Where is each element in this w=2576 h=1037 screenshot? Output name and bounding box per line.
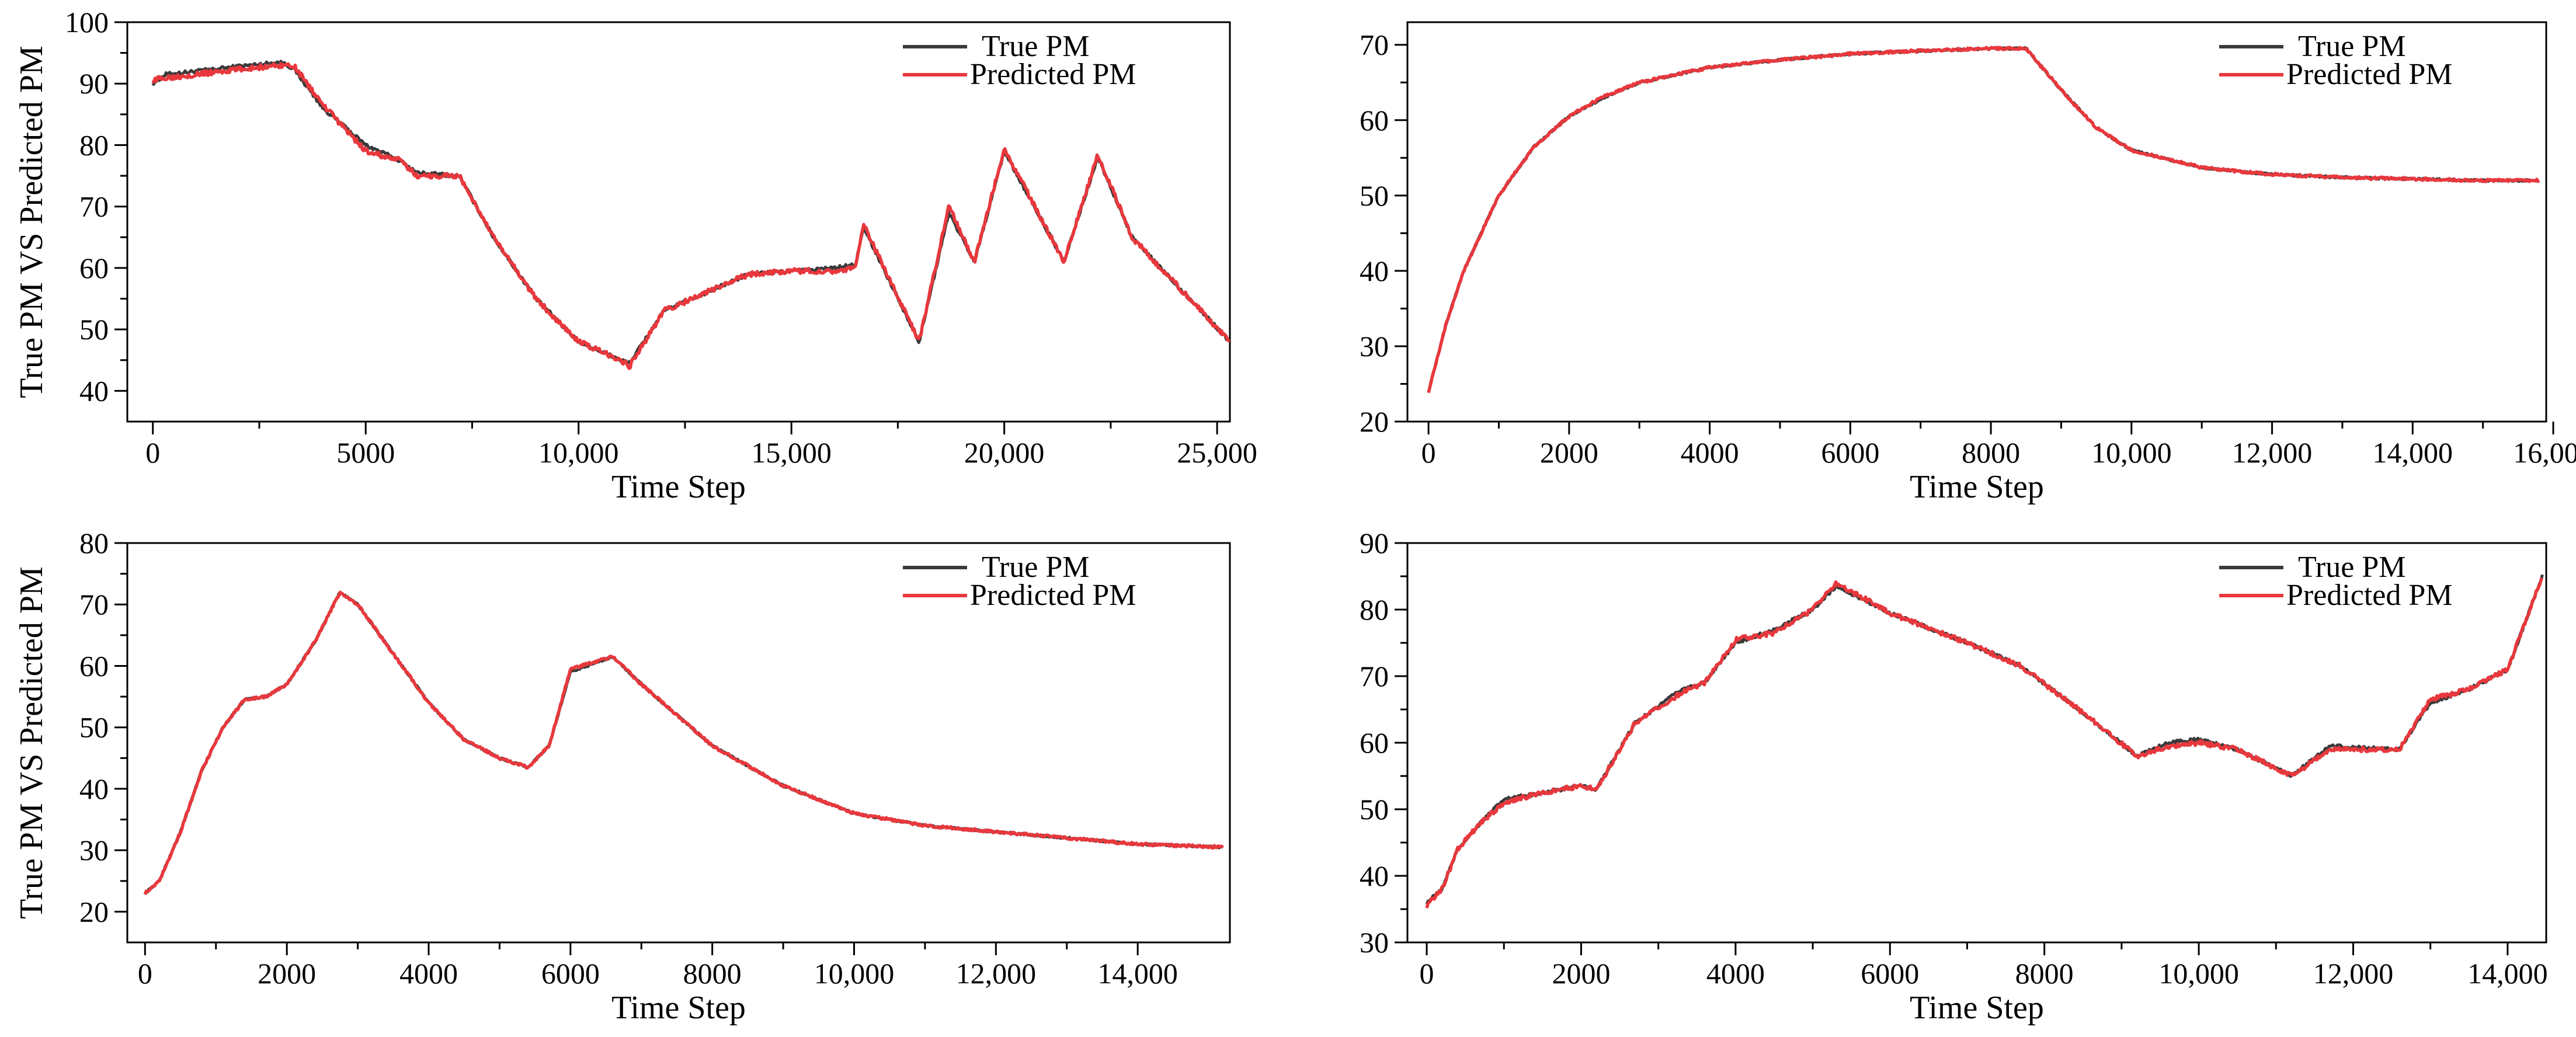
x-axis-title: Time Step [1910,990,2044,1026]
y-tick-label: 60 [1360,104,1389,137]
x-tick-label: 0 [1421,436,1436,469]
x-tick-label: 6000 [1861,957,1919,990]
series-predicted-pm-line [143,590,1225,895]
y-tick-label: 80 [79,527,109,559]
y-tick-label: 30 [1360,926,1389,959]
x-tick-label: 6000 [1821,436,1879,469]
legend-label-predicted-pm: Predicted PM [970,58,1136,91]
plot-frame [1406,21,2547,423]
x-tick-label: 14,000 [2373,436,2453,469]
plot-frame [126,21,1231,423]
y-tick-label: 70 [79,190,109,223]
x-tick-label: 4000 [399,957,458,990]
y-tick-label: 50 [79,711,109,744]
y-tick-label: 20 [79,895,109,928]
y-tick-label: 70 [1360,29,1389,61]
y-tick-label: 60 [1360,726,1389,759]
y-tick-label: 50 [1360,793,1389,826]
series-true-pm-line [1425,574,2544,905]
chart-bottom-right: 0 2000 4000 6000 8000 10,000 12,000 14,000 30 40 5… [1360,527,2548,1026]
x-tick-label: 0 [1420,957,1434,990]
x-tick-label: 2000 [1540,436,1598,469]
series-predicted-pm-line [151,62,1230,370]
x-tick-label: 12,000 [956,957,1037,990]
x-tick-label: 25,000 [1177,436,1257,469]
x-tick-label: 12,000 [2232,436,2313,469]
y-tick-label: 40 [79,374,109,407]
x-tick-label: 16,000 [2513,436,2576,469]
x-tick-label: 2000 [258,957,316,990]
x-tick-label: 4000 [1681,436,1739,469]
x-tick-label: 0 [145,436,160,469]
y-tick-label: 40 [1360,859,1389,892]
y-tick-label: 30 [1360,330,1389,363]
legend-label-true-pm: True PM [982,30,1090,63]
y-tick-label: 70 [79,588,109,621]
y-tick-label: 100 [65,6,109,39]
y-tick-label: 50 [1360,179,1389,212]
legend-label-true-pm: True PM [2298,30,2406,63]
y-axis-title: True PM VS Predicted PM [13,566,50,919]
x-tick-label: 0 [138,957,152,990]
series-true-pm-line [144,591,1224,895]
legend-label-predicted-pm: Predicted PM [2286,579,2453,612]
y-tick-label: 60 [79,649,109,682]
legend-label-true-pm: True PM [2298,551,2406,584]
x-tick-label: 14,000 [1097,957,1178,990]
legend-label-true-pm: True PM [982,551,1090,584]
x-tick-label: 10,000 [2091,436,2172,469]
chart-top-right: 0 2000 4000 6000 8000 10,000 12,000 14,000 16,00… [1360,21,2576,505]
y-tick-label: 40 [79,772,109,805]
legend-label-predicted-pm: Predicted PM [970,579,1136,612]
series-predicted-pm-line [1427,46,2540,394]
x-tick-label: 8000 [1962,436,2020,469]
x-axis-title: Time Step [611,990,746,1026]
y-tick-label: 80 [79,128,109,161]
legend-label-predicted-pm: Predicted PM [2286,58,2453,91]
y-tick-label: 50 [79,313,109,346]
x-tick-label: 8000 [2015,957,2074,990]
plot-frame [126,542,1231,944]
y-tick-label: 90 [1360,527,1389,559]
x-tick-label: 12,000 [2313,957,2394,990]
x-tick-label: 15,000 [751,436,832,469]
y-axis-title: True PM VS Predicted PM [13,46,50,398]
x-tick-label: 5000 [336,436,395,469]
x-tick-label: 10,000 [2158,957,2239,990]
x-tick-label: 2000 [1552,957,1610,990]
chart-top-left: 0 5000 10,000 15,000 20,000 25,000 40 50 60 70 80 9… [13,6,1257,505]
x-tick-label: 10,000 [538,436,619,469]
x-tick-label: 14,000 [2467,957,2548,990]
y-tick-label: 20 [1360,405,1389,438]
x-tick-label: 8000 [683,957,742,990]
series-true-pm-line [151,60,1230,365]
series-predicted-pm-line [1425,577,2544,909]
y-tick-label: 40 [1360,255,1389,287]
x-axis-title: Time Step [1910,469,2044,505]
chart-bottom-left: 0 2000 4000 6000 8000 10,000 12,000 14,000 20 30 4… [13,527,1231,1026]
y-tick-label: 60 [79,252,109,284]
x-tick-label: 20,000 [964,436,1045,469]
y-tick-label: 70 [1360,660,1389,693]
y-tick-label: 80 [1360,593,1389,626]
x-tick-label: 4000 [1706,957,1765,990]
x-tick-label: 10,000 [814,957,895,990]
y-tick-label: 30 [79,834,109,867]
x-tick-label: 6000 [541,957,600,990]
x-axis-title: Time Step [611,469,746,505]
y-tick-label: 90 [79,67,109,100]
